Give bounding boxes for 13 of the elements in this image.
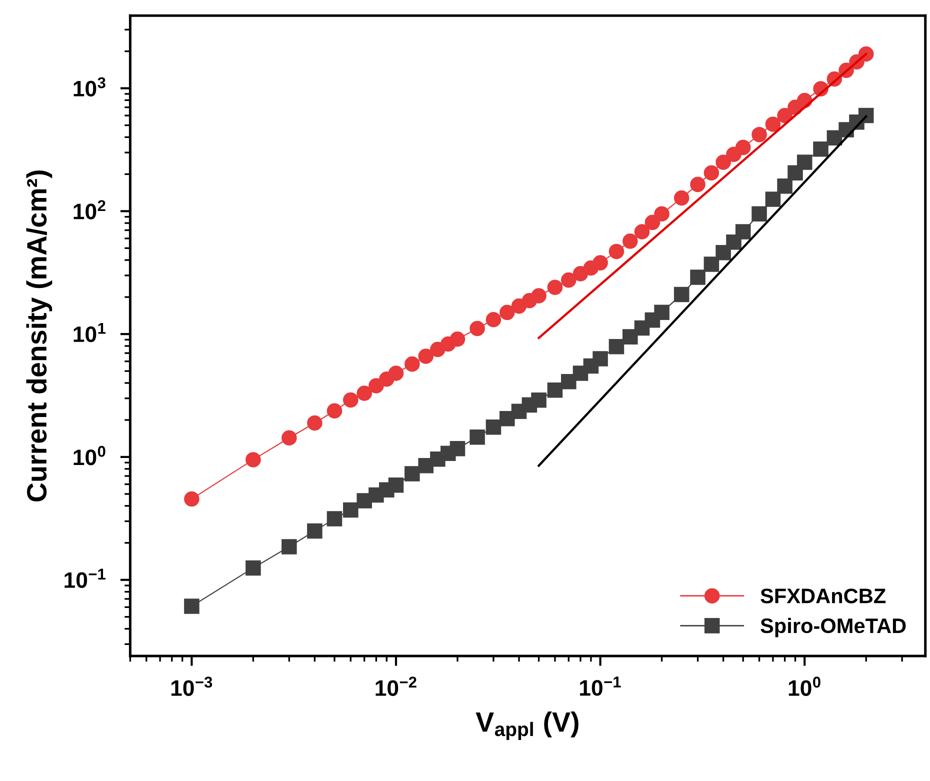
y-tick-label: 10$^{3}$ xyxy=(74,77,106,96)
y-axis-title: Current density (mA/cm²) xyxy=(26,170,52,502)
x-tick-label: 10$^{−3}$ xyxy=(171,676,212,696)
x-tick-label: 10$^{0}$ xyxy=(788,676,820,696)
x-tick-label: 10$^{−1}$ xyxy=(580,676,621,696)
legend-label: Spiro-OMeTAD xyxy=(760,618,906,638)
x-axis-title: V$_{appl}$ (V) xyxy=(476,711,578,740)
y-tick-label: 10$^{−1}$ xyxy=(64,568,106,588)
y-tick-label: 10$^{1}$ xyxy=(74,323,106,342)
y-tick-label: 10$^{0}$ xyxy=(74,446,106,466)
x-tick-label: 10$^{−2}$ xyxy=(376,676,416,696)
legend-label: SFXDAnCBZ xyxy=(760,588,886,604)
y-tick-label: 10$^{2}$ xyxy=(74,200,106,220)
